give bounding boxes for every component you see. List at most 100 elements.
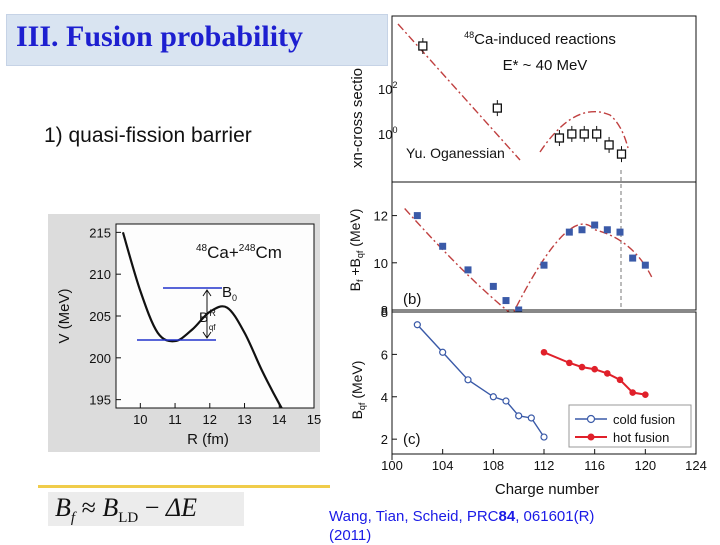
potential-xtick-label: 10: [133, 412, 147, 427]
hot-fusion-point: [578, 363, 586, 371]
hot-fusion-point: [616, 376, 624, 384]
citation-volume: 84: [498, 508, 516, 525]
panel-a-point: [616, 149, 627, 159]
potential-xtick-label: 15: [307, 412, 321, 427]
panel-c-x-ticks: 100 104 108 112 116 120 124: [381, 449, 707, 473]
panel-a-point: [492, 103, 502, 113]
legend-hot-label: hot fusion: [613, 430, 669, 445]
formula-delta: ΔE: [165, 493, 198, 522]
formula-minus: −: [144, 493, 160, 522]
citation-prefix: Wang, Tian, Scheid, PRC: [329, 508, 499, 525]
panel-a-trend-curve: [539, 110, 629, 153]
panel-b-point: [489, 282, 497, 290]
formula-rhs-sub: LD: [118, 510, 139, 527]
formula-rhs: B: [102, 493, 119, 522]
potential-y-ticks: 195 200 205 210 215: [89, 225, 121, 408]
potential-xtick-label: 13: [237, 412, 251, 427]
potential-ytick-label: 195: [89, 393, 111, 408]
citation: Wang, Tian, Scheid, PRC84, 061601(R) (20…: [329, 507, 594, 545]
panel-a-point: [554, 133, 565, 143]
cold-fusion-point: [489, 393, 497, 401]
hot-fusion-point: [591, 365, 598, 373]
formula-lhs: B: [55, 493, 71, 522]
cold-fusion-point: [439, 348, 447, 356]
legend-cold-marker: [586, 414, 596, 424]
panel-c-ytick-label: 4: [381, 390, 388, 405]
panel-a-point: [579, 129, 589, 139]
potential-ytick-label: 200: [89, 351, 111, 366]
panel-b-point: [578, 226, 586, 234]
panel-c-xtick-label: 116: [584, 458, 605, 473]
hot-fusion-point: [604, 370, 611, 377]
panel-c-x-axis-label: Charge number: [495, 481, 599, 498]
panel-c-ytick-label: 8: [381, 305, 388, 320]
panel-c-xtick-label: 112: [534, 458, 555, 473]
formula-box: [48, 492, 244, 526]
potential-xtick-label: 12: [203, 412, 217, 427]
potential-ytick-label: 215: [89, 225, 111, 240]
panel-b-points: [413, 212, 649, 314]
potential-ytick-label: 205: [89, 309, 111, 324]
hot-fusion-point: [540, 348, 548, 356]
panel-c-label: (c): [403, 431, 421, 448]
potential-xtick-label: 14: [272, 412, 286, 427]
cold-fusion-point: [464, 376, 472, 384]
panel-b-point: [413, 212, 421, 220]
panel-b-point: [591, 221, 599, 229]
panel-c-xtick-label: 108: [482, 458, 504, 473]
panel-b-y-axis-label: Bf +Bqf (MeV): [347, 209, 365, 292]
bullet-quasi-fission-barrier: 1) quasi-fission barrier: [44, 124, 252, 147]
cold-fusion-point: [515, 412, 523, 420]
panel-c-xtick-label: 100: [381, 458, 403, 473]
legend-hot-marker: [587, 433, 595, 441]
panel-b-point: [502, 297, 510, 305]
panel-c-ytick-label: 6: [381, 347, 388, 362]
cold-fusion-point: [540, 433, 548, 441]
panel-b-y-ticks: 8 10 12: [374, 209, 397, 318]
potential-x-axis-label: R (fm): [187, 431, 229, 448]
cold-fusion-point: [502, 397, 510, 405]
author-label: Yu. Oganessian: [406, 145, 505, 161]
panel-c-y-axis-label: Bqf (MeV): [349, 361, 367, 420]
formula-approx: ≈: [81, 493, 96, 522]
barrier-arrow-heads: [202, 289, 212, 339]
panel-b-point: [641, 261, 649, 269]
panel-b-point: [616, 228, 624, 236]
reaction-label: 48Ca+248Cm: [196, 243, 282, 262]
panel-b-ytick-label: 12: [374, 209, 388, 224]
hot-fusion-point: [629, 389, 636, 396]
potential-x-ticks: 10 11 12 13 14 15: [133, 403, 321, 427]
panel-b-point: [439, 242, 447, 250]
potential-xtick-label: 11: [168, 412, 182, 427]
panel-b-point: [515, 306, 523, 314]
formula-lhs-sub: f: [70, 510, 76, 527]
hot-fusion-point: [566, 359, 573, 367]
panel-a-frame: [391, 15, 697, 183]
panel-b-point: [540, 261, 548, 269]
potential-y-axis-label: V (MeV): [56, 288, 73, 343]
title-box: [6, 14, 388, 66]
panel-b-ytick-label: 10: [374, 256, 388, 271]
panel-b-point: [565, 228, 573, 236]
panel-c-xtick-label: 104: [432, 458, 454, 473]
formula: Bf ≈ BLD − ΔE: [55, 493, 197, 527]
citation-suffix: , 061601(R): [515, 508, 595, 525]
panel-a-point: [418, 41, 428, 51]
panel-c-y-ticks: 2 4 6 8: [381, 305, 397, 447]
panel-b-label: (b): [403, 291, 421, 308]
panel-b-frame: [391, 181, 697, 311]
slide-title: III. Fusion probability: [16, 20, 304, 53]
panel-c-series: [413, 321, 649, 441]
citation-year: (2011): [329, 527, 372, 544]
panel-a-point: [604, 140, 614, 150]
panel-a-points: [418, 38, 627, 163]
panel-a-annotation: 48Ca-induced reactions: [464, 30, 616, 48]
panel-b-point: [603, 226, 611, 234]
cold-fusion-point: [413, 321, 421, 329]
panel-a-y-axis-label: xn-cross sectio: [349, 68, 366, 168]
panel-a-point: [567, 129, 577, 139]
potential-ytick-label: 210: [89, 267, 111, 282]
legend-cold-label: cold fusion: [613, 412, 675, 427]
panel-b-ytick-label: 8: [381, 303, 388, 318]
